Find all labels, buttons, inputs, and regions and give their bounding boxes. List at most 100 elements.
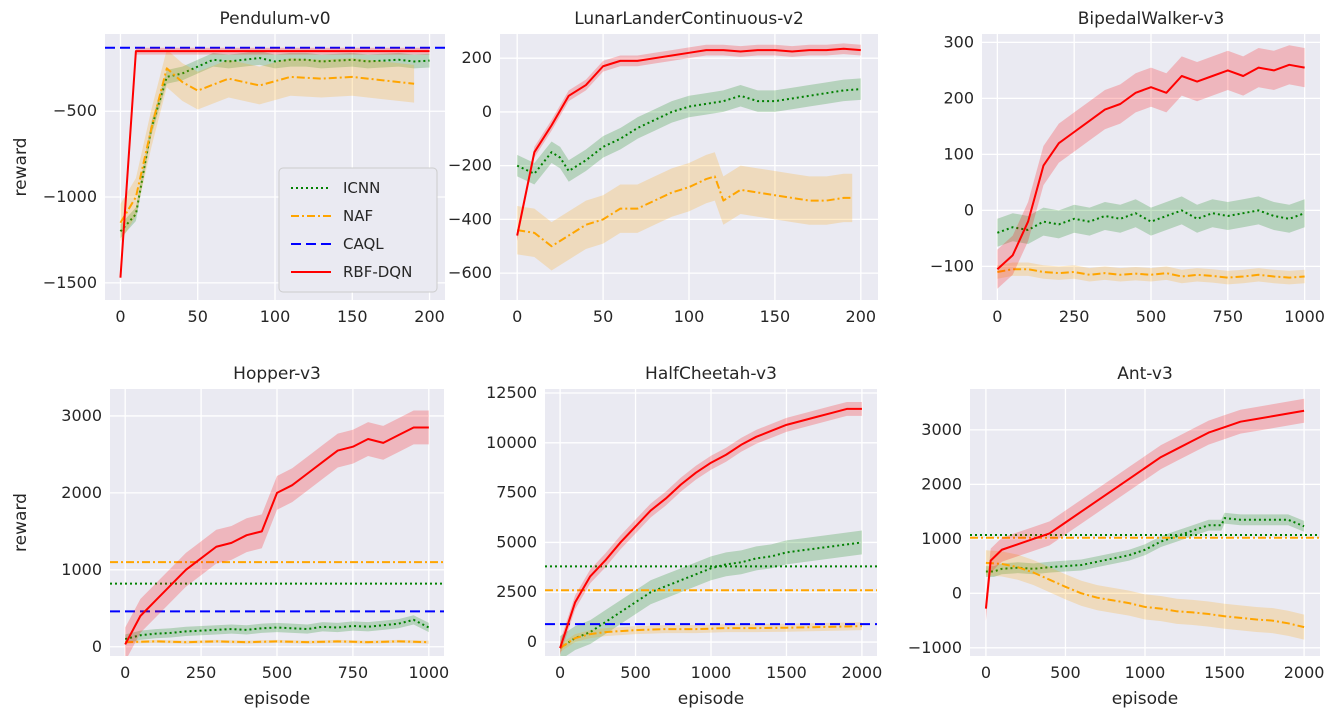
y-tick-label: −400 (448, 209, 492, 228)
band-icnn (997, 196, 1305, 247)
y-tick-label: 5000 (496, 532, 537, 551)
panel-bipedalwalker: 0 250 500 750 1000 −100 0 100 200 300 BipedalWalke… (930, 9, 1325, 326)
series-group (110, 410, 444, 656)
x-tick-label: 1500 (766, 663, 807, 682)
band-naf (985, 550, 1305, 640)
x-axis-label: episode (244, 689, 310, 709)
x-tick-label: 1000 (408, 663, 449, 682)
line-icnn (516, 88, 861, 175)
legend-label: RBF-DQN (343, 263, 412, 281)
panel-halfcheetah: 0 500 1000 1500 2000 0 2500 5000 7500 10000 12500 H… (486, 364, 882, 709)
series-group (970, 398, 1320, 640)
y-tick-label: 7500 (496, 483, 537, 502)
y-tick-label: −500 (53, 101, 97, 120)
band-naf (120, 49, 415, 242)
x-tick-label: 750 (338, 663, 369, 682)
y-tick-label: 200 (943, 88, 974, 107)
y-axis-label: reward (11, 138, 31, 197)
y-tick-label: −1500 (43, 273, 97, 292)
y-tick-label: 10000 (486, 433, 537, 452)
line-naf (125, 640, 429, 644)
band-naf (560, 622, 862, 653)
x-tick-label: 0 (555, 663, 565, 682)
x-tick-label: 500 (1136, 307, 1167, 326)
legend-label: CAQL (343, 235, 384, 253)
y-tick-label: 3000 (61, 406, 102, 425)
y-tick-label: −100 (930, 256, 974, 275)
line-rbf-dqn (996, 63, 1305, 270)
x-tick-label: 150 (760, 307, 791, 326)
y-tick-label: 1000 (61, 560, 102, 579)
line-rbf-dqn (559, 407, 862, 649)
y-tick-label: 0 (482, 102, 492, 121)
x-tick-label: 100 (260, 307, 291, 326)
line-naf (997, 268, 1305, 279)
x-tick-label: 0 (512, 307, 522, 326)
legend-label: NAF (343, 207, 373, 225)
y-tick-label: 300 (943, 32, 974, 51)
line-icnn (985, 517, 1305, 573)
x-tick-label: 0 (120, 663, 130, 682)
y-tick-label: −200 (448, 156, 492, 175)
x-tick-label: 200 (414, 307, 445, 326)
band-icnn (560, 530, 862, 656)
band-icnn (125, 615, 429, 644)
x-tick-label: 200 (846, 307, 877, 326)
panel-pendulum: 0 50 100 150 200 −1500 −1000 −500 Pendulum-v0 rew… (11, 9, 445, 326)
x-tick-label: 2000 (842, 663, 883, 682)
line-icnn (124, 618, 430, 641)
x-tick-label: 1500 (1204, 663, 1245, 682)
y-tick-label: 200 (461, 48, 492, 67)
x-tick-label: 0 (992, 307, 1002, 326)
panel-title: LunarLanderContinuous-v2 (574, 9, 804, 29)
panel-title: Pendulum-v0 (219, 9, 330, 29)
band-rbf-dqn (985, 398, 1305, 621)
panel-title: BipedalWalker-v3 (1078, 9, 1225, 29)
y-tick-label: 1000 (921, 529, 962, 548)
y-tick-label: 12500 (486, 383, 537, 402)
x-tick-label: 50 (188, 307, 208, 326)
x-tick-label: 150 (337, 307, 368, 326)
y-tick-label: 100 (943, 144, 974, 163)
y-tick-label: 0 (527, 632, 537, 651)
x-tick-label: 500 (620, 663, 651, 682)
line-naf (517, 175, 853, 248)
y-tick-label: −1000 (43, 187, 97, 206)
x-axis-label: episode (678, 689, 744, 709)
x-tick-label: 50 (593, 307, 613, 326)
legend: ICNN NAF CAQL RBF-DQN (278, 167, 438, 293)
y-axis-label: reward (11, 493, 31, 552)
line-icnn (997, 209, 1305, 234)
panel-ant: 0 500 1000 1500 2000 −1000 0 1000 2000 3000 Ant-v3… (908, 364, 1325, 709)
series-group (545, 401, 877, 656)
line-naf (559, 625, 862, 649)
line-rbf-dqn (516, 47, 861, 236)
y-tick-label: 0 (92, 637, 102, 656)
y-tick-label: 0 (952, 583, 962, 602)
x-tick-label: 500 (1050, 663, 1081, 682)
x-tick-label: 250 (1059, 307, 1090, 326)
line-icnn (559, 541, 863, 649)
band-icnn (985, 512, 1305, 577)
x-tick-label: 1000 (691, 663, 732, 682)
y-tick-label: 2500 (496, 582, 537, 601)
line-naf (119, 67, 415, 224)
x-tick-label: 750 (1213, 307, 1244, 326)
panel-lunarlander: 0 50 100 150 200 −600 −400 −200 0 200 LunarLanderC… (448, 9, 878, 326)
legend-box (278, 167, 438, 293)
panel-title: Hopper-v3 (233, 364, 321, 384)
y-tick-label: 2000 (61, 483, 102, 502)
band-naf (997, 262, 1305, 285)
x-tick-label: 0 (115, 307, 125, 326)
legend-label: ICNN (343, 179, 380, 197)
y-tick-label: −600 (448, 263, 492, 282)
series-group (516, 43, 861, 271)
line-rbf-dqn (119, 50, 430, 278)
x-tick-label: 1000 (1284, 307, 1325, 326)
x-tick-label: 500 (262, 663, 293, 682)
line-rbf-dqn (984, 409, 1305, 609)
line-icnn (119, 57, 430, 233)
series-group (996, 45, 1305, 289)
x-axis-label: episode (1112, 689, 1178, 709)
